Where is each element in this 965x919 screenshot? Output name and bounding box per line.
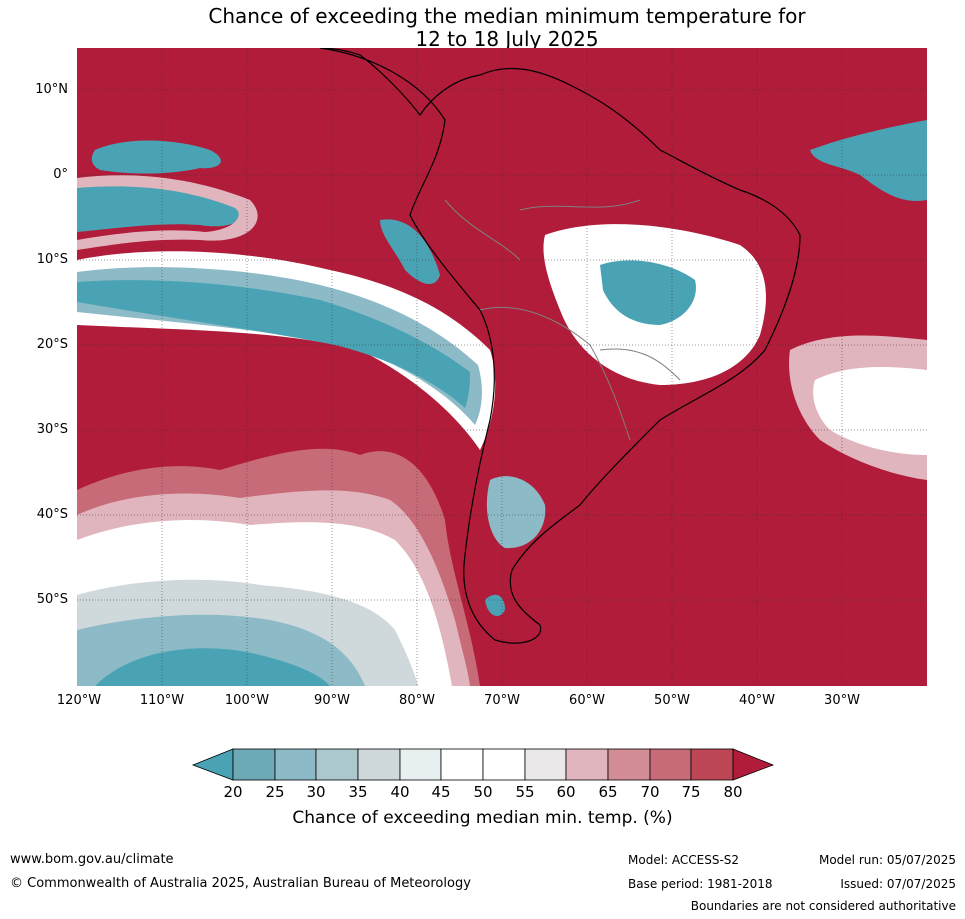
atlantic-50 (813, 367, 927, 455)
lat-label-0: 0° (53, 167, 68, 182)
colorbar-bin-40-45 (399, 748, 442, 781)
lat-label-50s: 50°S (36, 592, 68, 607)
south-america-coastline (319, 48, 801, 644)
patagonia-cool (486, 476, 546, 549)
lat-label-30s: 30°S (36, 422, 68, 437)
colorbar-tick-30: 30 (306, 783, 326, 801)
graticule (77, 48, 927, 686)
colorbar-bin-55-60 (524, 748, 567, 781)
footer-copyright: © Commonwealth of Australia 2025, Austra… (10, 876, 471, 891)
lat-label-10n: 10°N (35, 82, 68, 97)
colorbar (191, 748, 775, 781)
map-title-line2: 12 to 18 July 2025 (415, 27, 599, 51)
lat-label-10s: 10°S (36, 252, 68, 267)
lat-label-40s: 40°S (36, 507, 68, 522)
colorbar-tick-35: 35 (348, 783, 368, 801)
colorbar-bin-30-35 (315, 748, 359, 781)
region-20 (95, 648, 330, 686)
colorbar-tick-75: 75 (681, 783, 701, 801)
lon-label-110w: 110°W (139, 693, 185, 708)
colorbar-label: Chance of exceeding median min. temp. (%… (292, 808, 673, 828)
lon-label-120w: 120°W (56, 693, 102, 708)
colorbar-tick-45: 45 (431, 783, 451, 801)
colorbar-bin-65-70 (607, 748, 651, 781)
footer-website[interactable]: www.bom.gov.au/climate (10, 852, 174, 867)
colorbar-bin-20-25 (232, 748, 276, 781)
colorbar-tick-50: 50 (473, 783, 493, 801)
patch-north-edge (77, 175, 258, 250)
footer-base-period: Base period: 1981-2018 (628, 877, 773, 891)
coastal-cool-patch (380, 219, 440, 285)
colorbar-min-arrow (191, 748, 234, 781)
footer-disclaimer: Boundaries are not considered authoritat… (690, 899, 956, 913)
colorbar-tick-70: 70 (640, 783, 660, 801)
lon-label-60w: 60°W (569, 693, 605, 708)
colorbar-tick-55: 55 (515, 783, 535, 801)
patch-north-1 (91, 140, 221, 174)
footer-model: Model: ACCESS-S2 (628, 853, 740, 867)
lon-label-100w: 100°W (224, 693, 270, 708)
colorbar-bin-50-55 (482, 748, 526, 781)
map-title-line1: Chance of exceeding the median minimum t… (208, 4, 806, 28)
colorbar-bin-45-50 (440, 748, 484, 781)
patch-atlantic-cool (810, 120, 927, 201)
colorbar-tick-25: 25 (265, 783, 285, 801)
lon-label-80w: 80°W (399, 693, 435, 708)
lon-label-40w: 40°W (739, 693, 775, 708)
country-borders (444, 199, 681, 441)
lon-label-70w: 70°W (484, 693, 520, 708)
colorbar-bin-60-65 (565, 748, 609, 781)
colorbar-max-arrow (732, 748, 775, 781)
colorbar-bin-35-40 (357, 748, 401, 781)
lon-label-50w: 50°W (654, 693, 690, 708)
lat-label-20s: 20°S (36, 337, 68, 352)
colorbar-tick-65: 65 (598, 783, 618, 801)
colorbar-bin-75-80 (690, 748, 734, 781)
footer-issued: Issued: 07/07/2025 (840, 877, 956, 891)
lon-label-90w: 90°W (314, 693, 350, 708)
colorbar-tick-20: 20 (223, 783, 243, 801)
lon-label-30w: 30°W (824, 693, 860, 708)
colorbar-tick-60: 60 (556, 783, 576, 801)
colorbar-bin-70-75 (649, 748, 692, 781)
footer-model-run: Model run: 05/07/2025 (818, 853, 956, 867)
band-20 (77, 280, 470, 408)
colorbar-tick-80: 80 (723, 783, 743, 801)
colorbar-bin-25-30 (274, 748, 317, 781)
colorbar-tick-40: 40 (390, 783, 410, 801)
map-field (77, 48, 927, 686)
